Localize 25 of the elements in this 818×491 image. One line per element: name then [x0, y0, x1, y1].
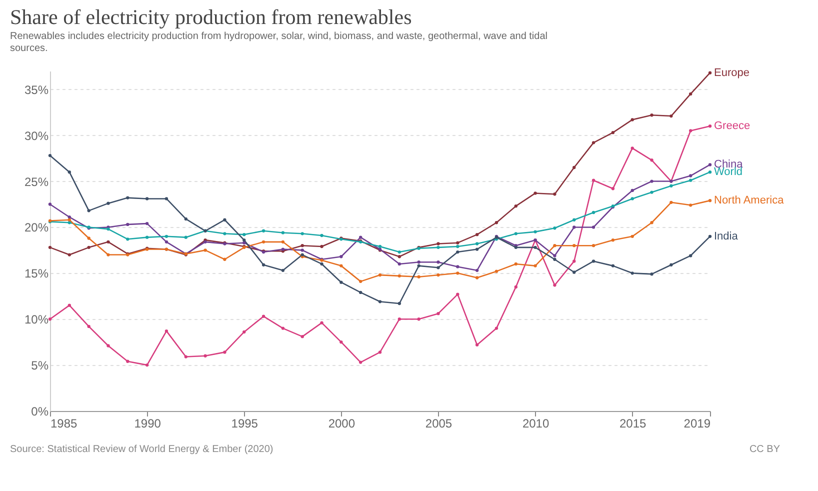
x-tick-label: 2015	[620, 416, 647, 430]
y-tick-label: 35%	[24, 82, 49, 97]
chart-title: Share of electricity production from renewables	[10, 4, 412, 29]
x-tick-label: 1995	[231, 416, 258, 430]
x-tick-label: 1990	[134, 416, 162, 430]
series-label: India	[714, 230, 739, 242]
y-tick-label: 10%	[24, 312, 49, 327]
chart-subtitle: Renewables includes electricity production from hydropower, solar, wind, biomass, and waste, geothermal, wave and tidal sources.	[10, 30, 548, 54]
y-tick-label: 5%	[31, 358, 49, 373]
x-tick-label: 2005	[425, 416, 452, 430]
y-tick-label: 15%	[24, 266, 49, 281]
source-note: Source: Statistical Review of World Energy & Ember (2020)	[10, 444, 274, 455]
line-series	[48, 154, 712, 306]
series-label: North America	[714, 194, 785, 207]
y-tick-label: 30%	[24, 128, 49, 143]
y-tick-label: 25%	[24, 174, 49, 189]
text: CC BY	[749, 444, 780, 455]
x-tick-label: 1985	[50, 416, 78, 430]
x-tick-label: 2010	[522, 416, 550, 430]
y-tick-label: 0%	[31, 404, 49, 418]
series-label: Greece	[714, 120, 750, 132]
x-tick-label: 2019	[684, 416, 711, 430]
x-tick-label: 2000	[328, 416, 356, 430]
series-label: Europe	[714, 66, 750, 79]
y-tick-label: 20%	[24, 220, 49, 235]
